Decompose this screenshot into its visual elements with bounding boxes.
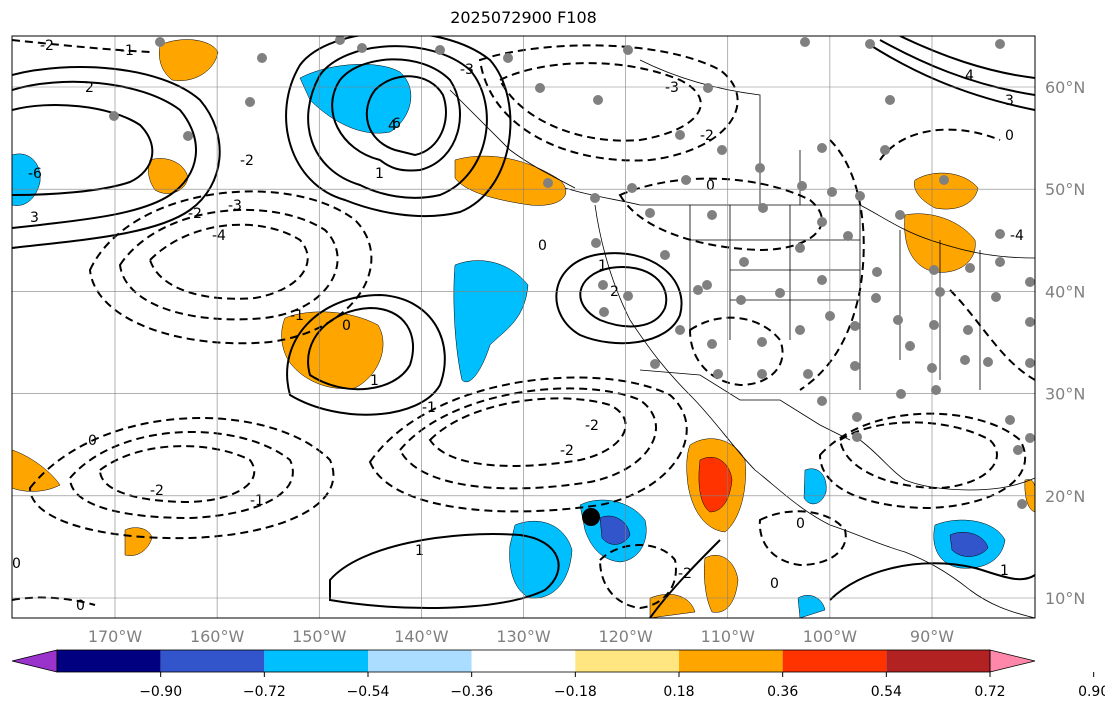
shade-blue-gulf (803, 468, 827, 505)
contour-label: 3 (30, 210, 39, 226)
longitude-tick-label: 120°W (598, 627, 653, 646)
colorbar-segment (575, 650, 679, 672)
contour-label: 2 (85, 80, 94, 96)
colorbar-segment (368, 650, 472, 672)
longitude-tick-label: 90°W (910, 627, 954, 646)
contour-label: 1 (598, 258, 607, 274)
contour-label: -1 (290, 308, 304, 324)
colorbar-segment (264, 650, 368, 672)
colorbar-segment (782, 650, 887, 672)
storm-center-marker (582, 508, 600, 526)
contour-label: 4 (965, 68, 974, 84)
colorbar-frame (56, 649, 991, 673)
contour-label: -3 (460, 62, 474, 78)
contour-label: -2 (40, 38, 54, 54)
longitude-tick-label: 150°W (292, 627, 347, 646)
colorbar-tick-label: 0.36 (767, 684, 798, 700)
shade-darkblue-carib (949, 532, 989, 557)
shade-blue-gulf-alaska (299, 64, 412, 134)
shade-red-mexico (698, 456, 733, 513)
shade-blue-small2 (797, 595, 826, 618)
latitude-tick-label: 50°N (1045, 180, 1085, 199)
colorbar-segment (886, 650, 990, 672)
latitude-tick-label: 10°N (1045, 589, 1085, 608)
colorbar-tick-label: 0.18 (663, 684, 694, 700)
latitude-tick-label: 20°N (1045, 487, 1085, 506)
contour-label: -2 (188, 206, 202, 222)
gridlines (12, 36, 1035, 618)
chart-title: 2025072900 F108 (450, 8, 597, 27)
contour-label: -2 (678, 566, 692, 582)
contour-label: 0 (12, 556, 21, 572)
shade-blue-westedge (12, 153, 41, 206)
longitude-tick-label: 140°W (394, 627, 449, 646)
contour-label: -1 (422, 400, 436, 416)
colorbar: −0.90 −0.72 −0.54 −0.36 −0.18 0.18 0.36 0.54 0.7… (11, 649, 1105, 700)
contour-label: 0 (76, 598, 85, 614)
contour-label: 3 (1005, 93, 1014, 109)
longitude-tick-label: 100°W (803, 627, 858, 646)
contour-label: -6 (28, 166, 42, 182)
contour-label: -2 (585, 418, 599, 434)
contour-label-group: 2 -1 -2 -4 -3 -2 -2 1 4 6 -3 0 1 2 1 0 -… (12, 38, 1024, 614)
longitude-tick-label: 160°W (190, 627, 245, 646)
contour-label: 4 (388, 118, 397, 134)
colorbar-extend-low (11, 649, 58, 673)
contour-label: 0 (770, 576, 779, 592)
contour-label: -1 (120, 43, 134, 59)
contour-label: -2 (240, 153, 254, 169)
contour-label: -3 (665, 80, 679, 96)
latitude-tick-label: 30°N (1045, 385, 1085, 404)
colorbar-tick-label: 0.90 (1078, 684, 1105, 700)
contour-label: 1 (1000, 563, 1009, 579)
colorbar-segment (471, 650, 576, 672)
contour-label: -4 (1010, 228, 1024, 244)
shade-orange-bering (159, 39, 219, 81)
shade-orange-westedge (12, 449, 61, 492)
contour-label: 0 (342, 318, 351, 334)
longitude-tick-label: 130°W (496, 627, 551, 646)
map-frame (11, 35, 1036, 619)
contour-label: 2 (610, 284, 619, 300)
contour-label: -2 (150, 483, 164, 499)
colorbar-tick-label: 0.54 (871, 684, 902, 700)
colorbar-segment (57, 650, 161, 672)
contour-label: -2 (700, 128, 714, 144)
contour-label: -3 (228, 198, 242, 214)
contour-label: 1 (370, 373, 379, 389)
contour-label: 1 (375, 166, 384, 182)
contours-solid (12, 36, 1035, 618)
shade-orange-subtropic (281, 311, 384, 389)
colorbar-tick-label: −0.72 (243, 684, 286, 700)
colorbar-extend-high (989, 649, 1036, 673)
latitude-tick-label: 40°N (1045, 282, 1085, 301)
longitude-tick-label: 110°W (701, 627, 756, 646)
colorbar-tick-label: −0.36 (450, 684, 493, 700)
colorbar-tick-label: −0.90 (139, 684, 182, 700)
contour-label: 1 (415, 543, 424, 559)
colorbar-segment (679, 650, 783, 672)
contour-label: 0 (796, 516, 805, 532)
contour-label: -4 (212, 228, 226, 244)
contour-label: -2 (560, 443, 574, 459)
latitude-tick-label: 60°N (1045, 78, 1085, 97)
longitude-tick-label: 170°W (88, 627, 143, 646)
colorbar-tick-label: 0.72 (974, 684, 1005, 700)
longitude-labels: 170°W 160°W 150°W 140°W 130°W 120°W 110°W 100°W… (88, 627, 954, 646)
contour-label: 0 (88, 433, 97, 449)
shade-darkblue-ep (599, 515, 631, 545)
contour-label: 0 (538, 238, 547, 254)
shade-blue-west-coast (453, 260, 529, 383)
latitude-labels: 60°N 50°N 40°N 30°N 20°N 10°N (1045, 78, 1085, 608)
contour-label: -1 (250, 493, 264, 509)
contour-label: 0 (1005, 128, 1014, 144)
colorbar-tick-label: −0.18 (554, 684, 597, 700)
shade-orange-canada (914, 172, 979, 210)
colorbar-segment (160, 650, 265, 672)
contour-label: 0 (706, 178, 715, 194)
contour-label: 6 (392, 116, 401, 132)
shade-blue-ep2 (509, 520, 573, 599)
colorbar-tick-label: −0.54 (347, 684, 390, 700)
